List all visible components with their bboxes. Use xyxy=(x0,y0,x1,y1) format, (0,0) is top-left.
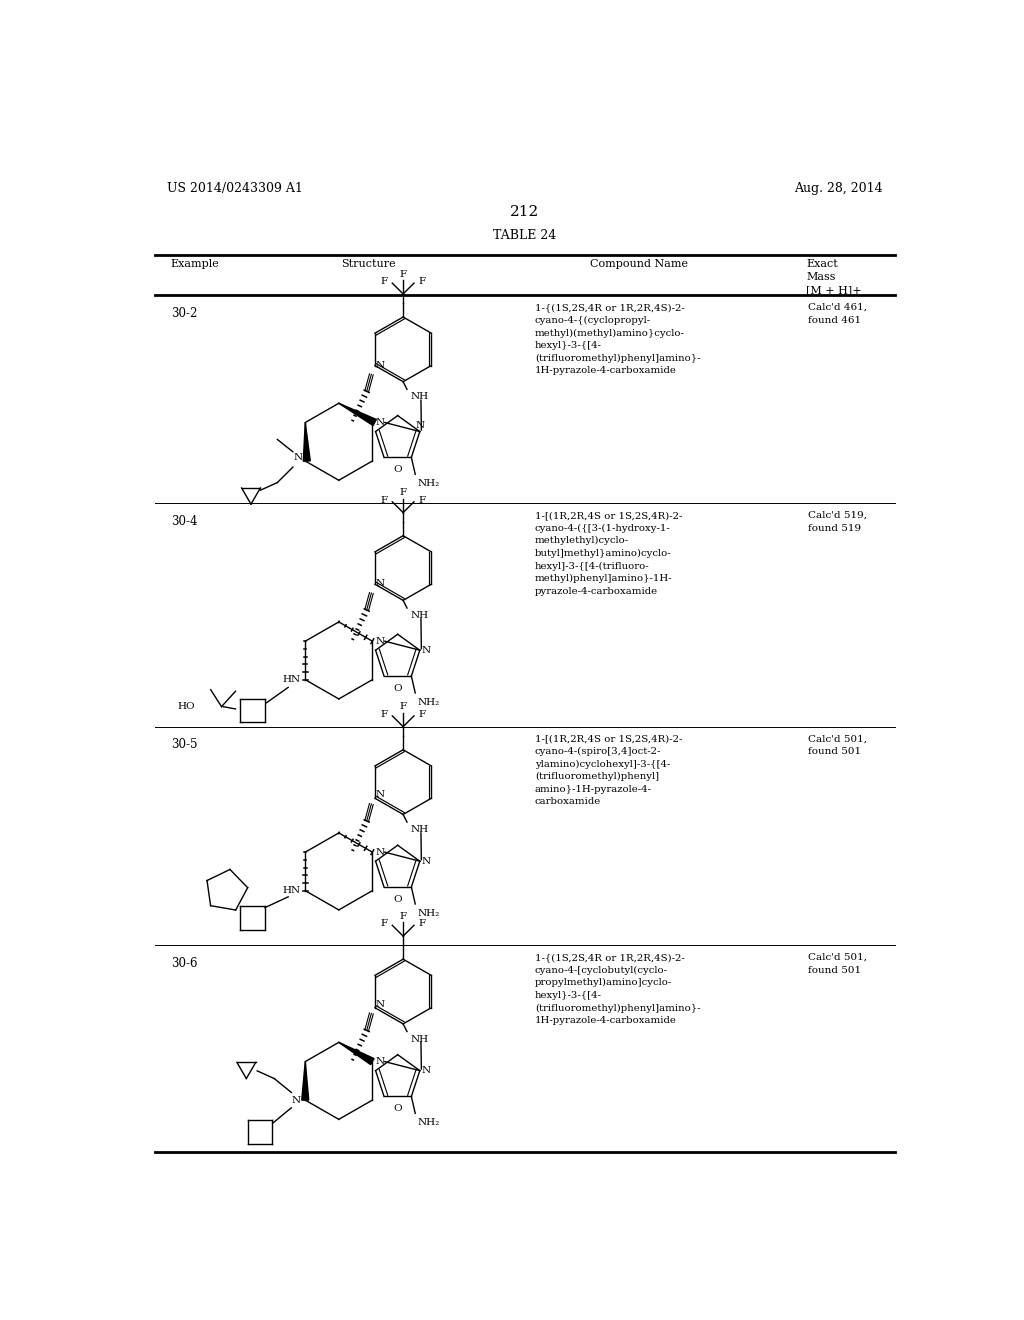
Text: Calc'd 501,
found 501: Calc'd 501, found 501 xyxy=(809,734,867,756)
Text: US 2014/0243309 A1: US 2014/0243309 A1 xyxy=(167,182,303,194)
Polygon shape xyxy=(339,404,377,425)
Text: Exact
Mass
[M + H]+: Exact Mass [M + H]+ xyxy=(806,259,862,296)
Text: F: F xyxy=(419,496,426,504)
Text: N: N xyxy=(416,421,424,430)
Text: NH₂: NH₂ xyxy=(418,697,440,706)
Text: Aug. 28, 2014: Aug. 28, 2014 xyxy=(795,182,883,194)
Text: F: F xyxy=(381,496,388,504)
Text: NH: NH xyxy=(410,1035,428,1044)
Text: HN: HN xyxy=(283,676,301,684)
Text: F: F xyxy=(381,277,388,286)
Text: 30-6: 30-6 xyxy=(171,957,198,970)
Text: TABLE 24: TABLE 24 xyxy=(494,230,556,243)
Text: O: O xyxy=(393,684,401,693)
Text: N: N xyxy=(376,360,385,370)
Text: NH: NH xyxy=(410,392,428,401)
Polygon shape xyxy=(302,1061,308,1100)
Text: N: N xyxy=(293,454,302,462)
Text: Calc'd 519,
found 519: Calc'd 519, found 519 xyxy=(809,511,867,532)
Text: NH₂: NH₂ xyxy=(418,908,440,917)
Text: O: O xyxy=(393,1105,401,1113)
Text: Calc'd 501,
found 501: Calc'd 501, found 501 xyxy=(809,953,867,974)
Text: F: F xyxy=(381,919,388,928)
Text: 1-[(1R,2R,4S or 1S,2S,4R)-2-
cyano-4-(spiro[3,4]oct-2-
ylamino)cyclohexyl]-3-{[4: 1-[(1R,2R,4S or 1S,2S,4R)-2- cyano-4-(sp… xyxy=(535,734,682,807)
Text: N: N xyxy=(421,645,430,655)
Text: NH₂: NH₂ xyxy=(418,479,440,488)
Text: N: N xyxy=(376,791,385,800)
Text: N: N xyxy=(376,847,385,857)
Text: O: O xyxy=(393,465,401,474)
Text: F: F xyxy=(419,277,426,286)
Text: N: N xyxy=(376,418,385,426)
Polygon shape xyxy=(339,1043,374,1065)
Text: Compound Name: Compound Name xyxy=(591,259,688,269)
Text: Calc'd 461,
found 461: Calc'd 461, found 461 xyxy=(809,304,867,325)
Text: NH₂: NH₂ xyxy=(418,1118,440,1127)
Text: 30-5: 30-5 xyxy=(171,738,198,751)
Text: 1-{(1S,2S,4R or 1R,2R,4S)-2-
cyano-4-{(cyclopropyl-
methyl)(methyl)amino}cyclo-
: 1-{(1S,2S,4R or 1R,2R,4S)-2- cyano-4-{(c… xyxy=(535,304,700,375)
Text: N: N xyxy=(376,1057,385,1067)
Text: 1-[(1R,2R,4S or 1S,2S,4R)-2-
cyano-4-({[3-(1-hydroxy-1-
methylethyl)cyclo-
butyl: 1-[(1R,2R,4S or 1S,2S,4R)-2- cyano-4-({[… xyxy=(535,511,682,597)
Text: F: F xyxy=(381,710,388,719)
Text: O: O xyxy=(393,895,401,904)
Text: HO: HO xyxy=(177,702,196,711)
Text: 212: 212 xyxy=(510,205,540,219)
Text: N: N xyxy=(421,1067,430,1076)
Text: N: N xyxy=(421,857,430,866)
Text: N: N xyxy=(292,1096,301,1105)
Text: 30-4: 30-4 xyxy=(171,515,198,528)
Polygon shape xyxy=(303,422,310,461)
Text: NH: NH xyxy=(410,611,428,620)
Text: N: N xyxy=(376,579,385,589)
Text: 1-{(1S,2S,4R or 1R,2R,4S)-2-
cyano-4-[cyclobutyl(cyclo-
propylmethyl)amino]cyclo: 1-{(1S,2S,4R or 1R,2R,4S)-2- cyano-4-[cy… xyxy=(535,953,700,1026)
Text: 30-2: 30-2 xyxy=(171,308,197,319)
Text: F: F xyxy=(399,912,407,921)
Text: HN: HN xyxy=(283,886,301,895)
Text: F: F xyxy=(399,269,407,279)
Text: NH: NH xyxy=(410,825,428,834)
Text: F: F xyxy=(419,919,426,928)
Text: N: N xyxy=(376,636,385,645)
Text: Structure: Structure xyxy=(341,259,395,269)
Text: F: F xyxy=(419,710,426,719)
Text: N: N xyxy=(376,999,385,1008)
Text: Example: Example xyxy=(171,259,219,269)
Text: F: F xyxy=(399,702,407,711)
Text: F: F xyxy=(399,488,407,498)
